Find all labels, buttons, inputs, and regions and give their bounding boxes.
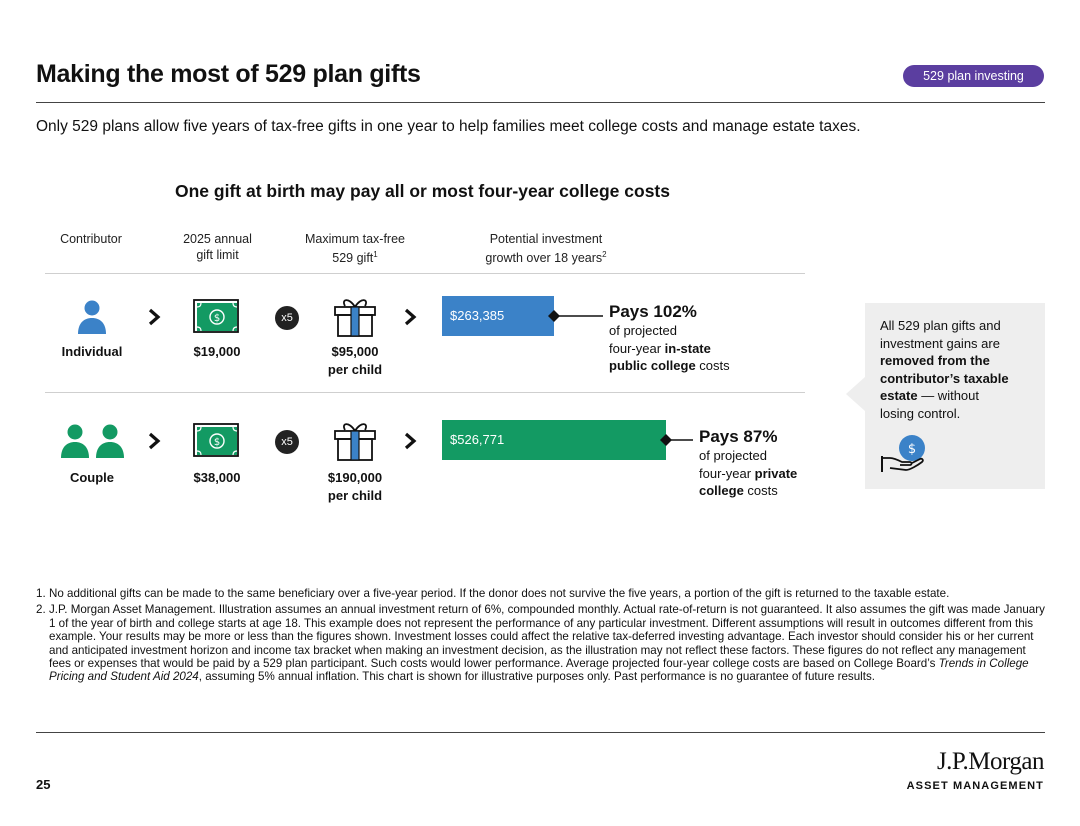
page-subtitle: Only 529 plans allow five years of tax-f…: [36, 118, 861, 135]
callout-pointer: [846, 377, 865, 411]
bar-connector: [660, 432, 693, 448]
money-bills-icon: $: [193, 423, 241, 459]
svg-text:$: $: [214, 437, 220, 448]
growth-bar-couple: $526,771: [442, 420, 666, 460]
row-divider: [45, 392, 805, 393]
page-number: 25: [36, 777, 51, 792]
gift-box-icon: [333, 297, 377, 337]
footnote-2: 2. J.P. Morgan Asset Management. Illustr…: [36, 603, 1045, 684]
gift-box-icon: [333, 421, 377, 461]
growth-bar-label: $526,771: [450, 432, 505, 447]
individual-person-icon: [76, 299, 108, 335]
col-header-max-gift: Maximum tax-free 529 gift1: [304, 232, 406, 266]
page-title: Making the most of 529 plan gifts: [36, 60, 421, 88]
header-row-divider: [45, 273, 805, 274]
chevron-right-icon: [402, 431, 420, 451]
col-header-growth: Potential investment growth over 18 year…: [485, 232, 607, 266]
estate-callout-text: All 529 plan gifts and investment gains …: [880, 318, 1009, 421]
col-header-gift-limit: 2025 annual gift limit: [183, 232, 252, 262]
estate-callout-box: [865, 303, 1045, 489]
brand-subtitle: ASSET MANAGEMENT: [906, 780, 1044, 792]
chevron-right-icon: [146, 307, 164, 327]
row-couple-max-gift: $190,000 per child: [327, 470, 383, 503]
section-title: One gift at birth may pay all or most fo…: [175, 181, 670, 201]
chevron-right-icon: [146, 431, 164, 451]
multiplier-badge: x5: [275, 430, 299, 454]
pays-callout-couple: Pays 87% of projected four-year private …: [699, 427, 798, 498]
brand-logo: J.P.Morgan: [936, 748, 1045, 775]
bar-connector: [548, 308, 603, 324]
connector-diamond: [660, 434, 672, 446]
row-individual-contributor: Individual: [61, 344, 123, 359]
topic-badge[interactable]: 529 plan investing: [903, 65, 1044, 87]
growth-bar-label: $263,385: [450, 308, 505, 323]
hand-dollar-icon: $: [880, 432, 930, 474]
row-individual-gift-limit: $19,000: [193, 344, 241, 359]
col-header-contributor: Contributor: [60, 232, 122, 246]
growth-bar-individual: $263,385: [442, 296, 554, 336]
footer-divider: [36, 732, 1045, 733]
svg-text:$: $: [908, 442, 916, 457]
footnote-1: 1. No additional gifts can be made to th…: [36, 587, 950, 600]
money-bills-icon: $: [193, 299, 241, 335]
chevron-right-icon: [402, 307, 420, 327]
row-couple-gift-limit: $38,000: [193, 470, 241, 485]
row-couple-contributor: Couple: [69, 470, 115, 485]
pays-callout-individual: Pays 102% of projected four-year in-stat…: [609, 302, 730, 373]
row-individual-max-gift: $95,000 per child: [327, 344, 383, 377]
connector-diamond: [548, 310, 560, 322]
footnotes: 1. No additional gifts can be made to th…: [36, 587, 1046, 687]
couple-people-icon: [60, 423, 126, 459]
multiplier-badge: x5: [275, 306, 299, 330]
svg-text:$: $: [214, 313, 220, 324]
header-divider: [36, 102, 1045, 103]
